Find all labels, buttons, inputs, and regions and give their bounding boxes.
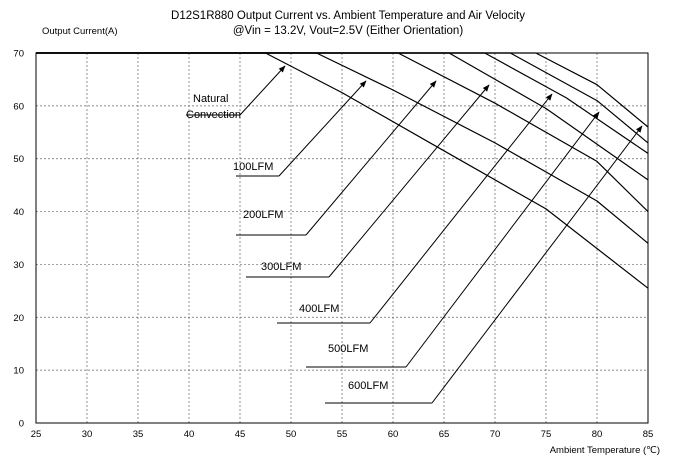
x-axis-label: Ambient Temperature (℃) — [550, 445, 660, 456]
series-line — [36, 52, 649, 181]
x-tick-label: 45 — [235, 429, 246, 440]
x-tick-label: 50 — [286, 429, 297, 440]
x-tick-label: 75 — [541, 429, 552, 440]
series-label: 100LFM — [233, 161, 273, 173]
callout-arrow — [239, 65, 286, 116]
x-tick-label: 70 — [490, 429, 501, 440]
y-tick-label: 40 — [13, 207, 24, 218]
series-label: 200LFM — [243, 209, 283, 221]
x-tick-label: 35 — [133, 429, 144, 440]
callout-arrow — [278, 80, 367, 177]
callout-arrow — [405, 111, 600, 368]
series-label: 500LFM — [328, 343, 368, 355]
y-tick-label: 30 — [13, 260, 24, 271]
tick-labels: 25 30 35 40 45 50 55 60 65 70 75 80 85 0 10 20 30 40 50 60 7… — [13, 49, 653, 441]
y-tick-label: 20 — [13, 313, 24, 324]
series-label: Natural — [193, 93, 228, 105]
chart-title: D12S1R880 Output Current vs. Ambient Tem… — [171, 10, 525, 22]
y-tick-label: 60 — [13, 101, 24, 112]
series-label: 300LFM — [261, 261, 301, 273]
y-tick-label: 10 — [13, 366, 24, 377]
x-tick-label: 55 — [337, 429, 348, 440]
plot-frame — [35, 52, 649, 424]
series-line — [36, 52, 649, 213]
y-tick-label: 70 — [13, 49, 24, 60]
series-label: Convection — [186, 109, 241, 121]
x-tick-label: 85 — [643, 429, 654, 440]
chart-subtitle: @Vin = 13.2V, Vout=2.5V (Either Orientat… — [233, 25, 463, 37]
series-label: 400LFM — [299, 303, 339, 315]
annotations: Natural Convection 100LFM 200LFM 300LFM 400LF… — [186, 65, 643, 404]
x-tick-label: 65 — [439, 429, 450, 440]
callout-arrow — [305, 80, 437, 236]
x-tick-label: 25 — [31, 429, 42, 440]
x-tick-label: 40 — [184, 429, 195, 440]
x-tick-label: 80 — [592, 429, 603, 440]
y-tick-label: 50 — [13, 154, 24, 165]
y-axis-label: Output Current(A) — [42, 26, 118, 37]
callout-arrow — [328, 84, 490, 278]
x-tick-label: 60 — [388, 429, 399, 440]
y-tick-label: 0 — [19, 419, 24, 430]
x-tick-label: 30 — [82, 429, 93, 440]
series-label: 600LFM — [348, 380, 388, 392]
callout-arrow — [369, 93, 553, 324]
callout-arrow — [431, 125, 643, 404]
